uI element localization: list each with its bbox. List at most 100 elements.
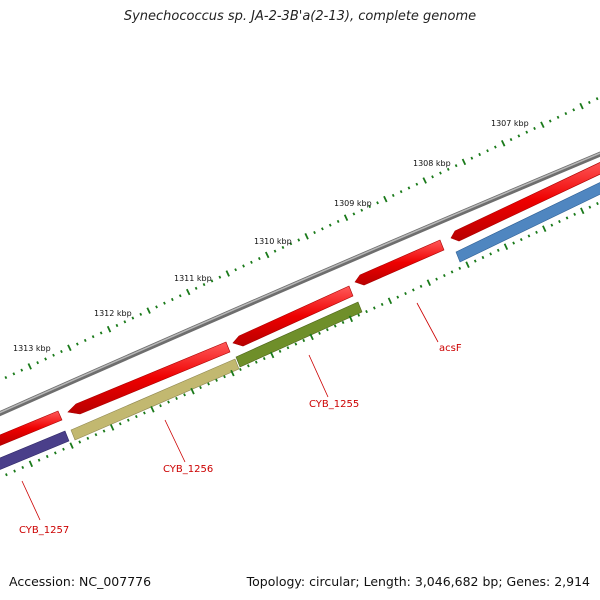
ruler-major-tick (150, 406, 155, 413)
kbp-label-1307: 1307 kbp (491, 119, 529, 128)
ruler-minor-tick (341, 320, 345, 324)
ruler-minor-tick (565, 216, 569, 220)
ruler-minor-tick (302, 338, 306, 343)
ruler-minor-tick (37, 458, 41, 462)
ruler-minor-tick (550, 223, 554, 227)
ruler-major-tick (225, 270, 230, 277)
cds-arrow[interactable] (354, 239, 445, 286)
ruler-minor-tick (368, 205, 372, 209)
ruler-minor-tick (52, 353, 55, 357)
kbp-label-1310: 1310 kbp (254, 237, 292, 246)
ruler-minor-tick (431, 175, 434, 179)
ruler-minor-tick (286, 346, 290, 350)
ruler-minor-tick (478, 152, 482, 157)
ruler-minor-tick (404, 292, 407, 296)
gene-label-cyb-1257[interactable]: CYB_1257 (19, 525, 69, 536)
ruler-minor-tick (372, 306, 376, 310)
ruler-minor-tick (535, 230, 538, 234)
gene-label-cyb-1256[interactable]: CYB_1256 (163, 464, 213, 475)
ruler-minor-tick (281, 245, 285, 249)
cds-arrow[interactable] (450, 160, 600, 242)
ruler-minor-tick (242, 264, 245, 268)
ruler-minor-tick (399, 190, 403, 194)
ruler-minor-tick (564, 112, 568, 116)
ruler-minor-tick (558, 220, 561, 224)
leader-cyb-1256 (164, 419, 186, 463)
ruler-minor-tick (62, 447, 65, 451)
ruler-minor-tick (178, 294, 182, 298)
gene-label-acsf[interactable]: acsF (439, 343, 462, 354)
ruler-minor-tick (587, 100, 591, 104)
leader-cyb-1257 (21, 480, 41, 521)
ruler-major-tick (580, 207, 585, 215)
ruler-minor-tick (218, 275, 222, 279)
ruler-minor-tick (352, 212, 356, 216)
ruler-minor-tick (12, 372, 16, 376)
ruler-minor-tick (297, 238, 301, 242)
ruler-major-tick (185, 288, 191, 296)
ruler-minor-tick (115, 323, 119, 328)
gene-cyb-1256-bar[interactable] (70, 358, 240, 441)
ruler-major-tick (264, 251, 270, 259)
kbp-label-1311: 1311 kbp (174, 274, 212, 283)
gene-label-cyb-1255[interactable]: CYB_1255 (309, 399, 359, 410)
ruler-minor-tick (486, 149, 489, 153)
ruler-minor-tick (131, 316, 135, 320)
ruler-minor-tick (94, 433, 98, 437)
ruler-major-tick (190, 387, 195, 395)
ruler-minor-tick (454, 164, 458, 168)
ruler-major-tick (146, 307, 151, 314)
gene-cyb-1255-bar[interactable] (235, 301, 363, 368)
ruler-minor-tick (44, 357, 48, 361)
ruler-minor-tick (419, 284, 423, 288)
ruler-minor-tick (155, 305, 158, 309)
cds-arrow[interactable] (67, 341, 231, 415)
ruler-minor-tick (45, 454, 49, 459)
ruler-minor-tick (548, 119, 552, 123)
ruler-minor-tick (325, 328, 329, 332)
ruler-minor-tick (239, 367, 242, 371)
ruler-minor-tick (439, 171, 442, 175)
scale-ruler-outer (4, 97, 599, 380)
cds-arrow[interactable] (0, 410, 63, 446)
ruler-major-tick (426, 279, 432, 286)
ruler-minor-tick (123, 320, 127, 324)
ruler-minor-tick (126, 418, 130, 422)
ruler-minor-tick (20, 368, 24, 372)
ruler-minor-tick (527, 234, 531, 238)
ruler-minor-tick (446, 167, 450, 171)
gene-acsf-bar[interactable] (455, 180, 600, 263)
ruler-minor-tick (75, 342, 79, 346)
ruler-minor-tick (519, 237, 523, 242)
kbp-label-1313: 1313 kbp (13, 344, 51, 353)
ruler-minor-tick (246, 364, 250, 368)
ruler-major-tick (27, 363, 32, 370)
ruler-minor-tick (199, 386, 202, 390)
ruler-minor-tick (481, 255, 485, 260)
ruler-minor-tick (215, 378, 218, 382)
genes-reverse-strand (0, 180, 600, 470)
ruler-minor-tick (509, 138, 513, 142)
ruler-minor-tick (5, 473, 8, 477)
ruler-minor-tick (118, 422, 122, 426)
ruler-minor-tick (163, 301, 166, 305)
ruler-minor-tick (202, 283, 206, 287)
cds-arrow[interactable] (232, 285, 354, 347)
ruler-minor-tick (223, 375, 226, 379)
cds-forward-strand (0, 160, 600, 446)
ruler-minor-tick (396, 295, 400, 299)
ruler-minor-tick (588, 205, 592, 209)
ruler-minor-tick (167, 400, 170, 404)
ruler-minor-tick (273, 249, 277, 253)
ruler-minor-tick (435, 277, 438, 281)
ruler-minor-tick (442, 274, 446, 278)
ruler-minor-tick (60, 350, 63, 354)
kbp-label-1309: 1309 kbp (334, 199, 372, 208)
ruler-minor-tick (194, 286, 198, 290)
ruler-minor-tick (36, 361, 40, 365)
scale-labels: 1307 kbp 1308 kbp 1309 kbp 1310 kbp 1311… (13, 119, 529, 353)
ruler-minor-tick (183, 393, 186, 397)
ruler-minor-tick (99, 331, 103, 335)
gene-cyb-1257-bar[interactable] (0, 430, 70, 470)
leader-cyb-1255 (308, 354, 329, 398)
